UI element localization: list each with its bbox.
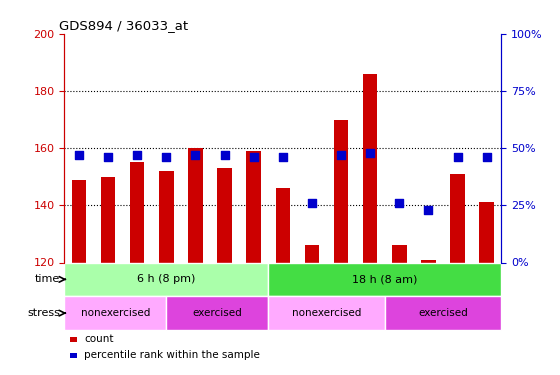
Bar [305,245,319,262]
Bar [159,171,174,262]
Point [133,152,142,158]
Bar [268,262,501,296]
Point [482,154,491,160]
Point [453,154,462,160]
Bar [268,296,385,330]
Text: percentile rank within the sample: percentile rank within the sample [84,350,260,360]
Point [307,200,316,206]
Text: nonexercised: nonexercised [292,308,361,318]
Text: exercised: exercised [193,308,242,318]
Bar [246,151,261,262]
Bar [421,260,436,262]
Bar [188,148,203,262]
Bar [392,245,407,262]
Bar [72,180,86,262]
Point [249,154,258,160]
Point [104,154,113,160]
Text: 6 h (8 pm): 6 h (8 pm) [137,274,195,284]
Text: stress: stress [27,308,60,318]
Bar [130,162,144,262]
Point [191,152,200,158]
Bar [276,188,290,262]
Bar [450,174,465,262]
Bar [334,120,348,262]
Bar [479,202,494,262]
Text: time: time [35,274,60,284]
Bar [217,168,232,262]
Bar [363,74,377,262]
Point [395,200,404,206]
Point [337,152,346,158]
Point [162,154,171,160]
Bar [166,296,268,330]
Bar [64,262,268,296]
Point [278,154,287,160]
Point [424,207,433,213]
Point [74,152,83,158]
Text: 18 h (8 am): 18 h (8 am) [352,274,417,284]
Text: count: count [84,334,114,344]
Bar [64,296,166,330]
Bar [385,296,501,330]
Text: exercised: exercised [418,308,468,318]
Bar [101,177,115,262]
Point [220,152,229,158]
Point [366,150,375,156]
Text: nonexercised: nonexercised [81,308,150,318]
Text: GDS894 / 36033_at: GDS894 / 36033_at [59,19,188,32]
